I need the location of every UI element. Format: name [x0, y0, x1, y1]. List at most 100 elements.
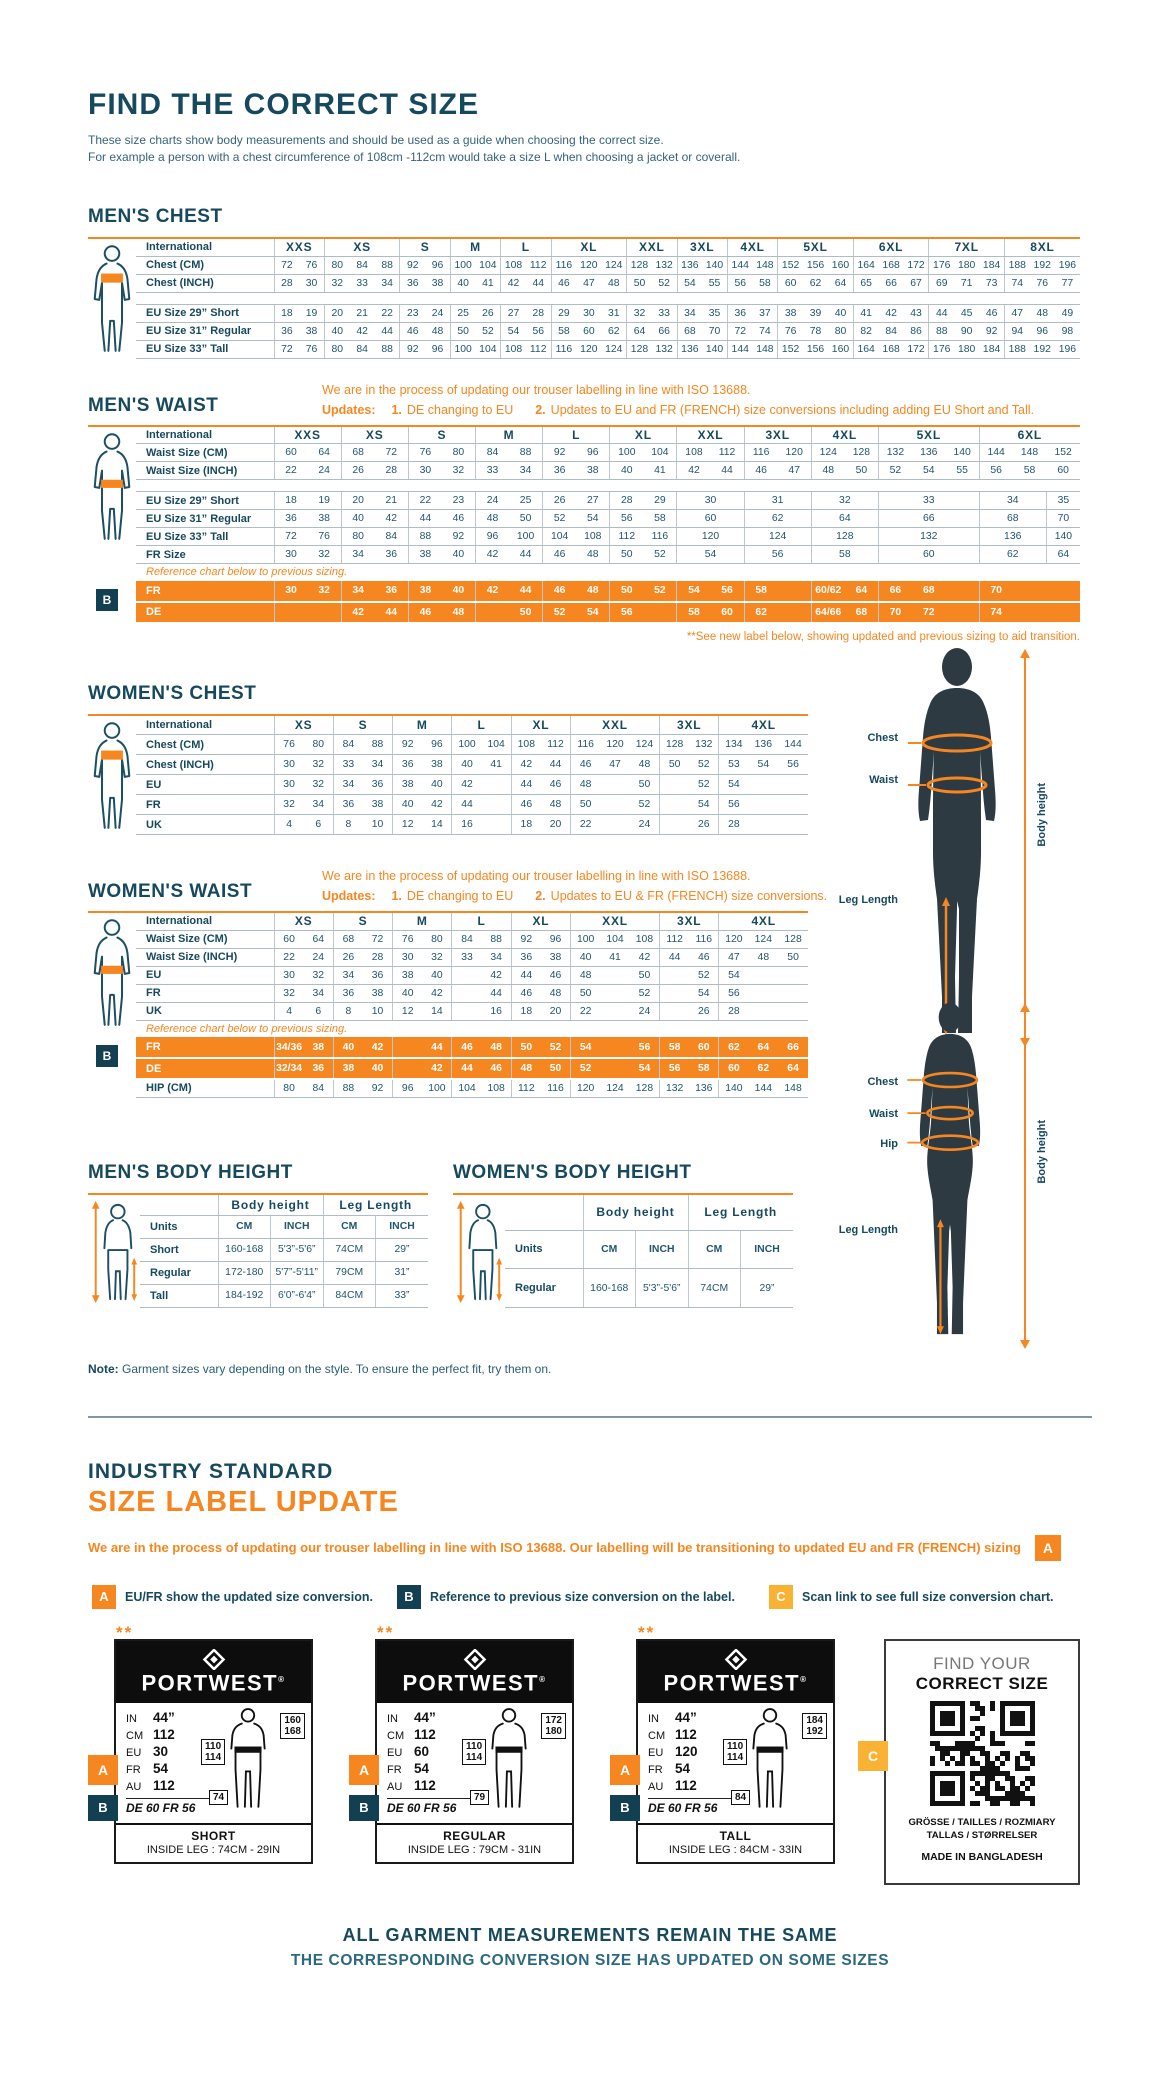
- size-value-cell: 42: [451, 774, 482, 795]
- size-group-header: M: [392, 912, 452, 931]
- size-value-cell: 54: [911, 461, 946, 480]
- womens-chest-heading: WOMEN'S CHEST: [88, 682, 257, 704]
- size-value-cell: 76: [392, 930, 423, 949]
- size-value-cell: 34: [332, 774, 363, 795]
- waist-label: Waist: [869, 774, 898, 786]
- subtitle-line-1: These size charts show body measurements…: [88, 133, 664, 147]
- size-value-cell: 54: [500, 322, 526, 341]
- size-value-cell: 34: [303, 984, 334, 1003]
- size-group-header: 4XL: [810, 425, 879, 444]
- size-value-cell: 54: [689, 794, 719, 815]
- size-value-cell: 76: [1029, 274, 1055, 293]
- size-value-cell: 50: [629, 966, 660, 985]
- size-value-cell: 92: [979, 322, 1005, 341]
- size-value-cell: 136: [676, 340, 703, 359]
- size-value-cell: 84: [332, 734, 363, 755]
- size-value-cell: 96: [425, 340, 451, 359]
- size-value-cell: [778, 774, 808, 795]
- row-label: Regular: [140, 1261, 218, 1285]
- size-value-cell: 50: [570, 794, 601, 815]
- size-value-cell: 36: [374, 545, 409, 564]
- waist-measure-box: 110 114: [201, 1738, 226, 1765]
- size-value-cell: 8: [332, 814, 363, 835]
- fit-name: SHORT: [191, 1828, 236, 1843]
- size-value-cell: 88: [509, 443, 543, 462]
- figure-height-outline: [91, 1200, 138, 1303]
- size-value-cell: 70: [702, 322, 728, 341]
- size-value-cell: [307, 601, 342, 624]
- table-header-row: Body height Leg Length: [453, 1193, 793, 1303]
- size-value-cell: 42: [422, 794, 452, 815]
- size-value-cell: 36: [303, 1058, 334, 1080]
- reference-note: Reference chart below to previous sizing…: [146, 566, 348, 579]
- industry-standard-heading: INDUSTRY STANDARD: [88, 1459, 334, 1483]
- size-value-cell: 64: [778, 1058, 808, 1080]
- size-value-cell: [659, 794, 690, 815]
- size-value-cell: 64: [748, 1037, 779, 1059]
- size-value-cell: 64: [828, 274, 854, 293]
- table-corner-label: International: [136, 238, 274, 257]
- size-value-cell: 128: [626, 256, 652, 275]
- size-value-cell: 42: [676, 461, 711, 480]
- size-value-cell: [600, 1058, 630, 1080]
- size-value-cell: 34: [676, 304, 703, 323]
- size-value-cell: 136: [911, 443, 946, 462]
- size-value-cell: 26: [689, 1002, 719, 1021]
- size-value-cell: 164: [852, 340, 879, 359]
- size-value-cell: 72: [726, 322, 753, 341]
- size-value-cell: 28: [273, 274, 300, 293]
- c-badge: C: [769, 1584, 793, 1609]
- table-row: Chest (INCH) 30 32 33 34 36 38 40 41 42 44 46 47 48 50…: [88, 754, 808, 775]
- size-value-cell: 44: [509, 580, 543, 603]
- size-value-cell: 144: [726, 256, 753, 275]
- size-value-cell: 18: [510, 814, 541, 835]
- size-value-cell: 62: [748, 1058, 779, 1080]
- size-value-cell: 124: [601, 256, 627, 275]
- size-value-cell: 42: [422, 984, 452, 1003]
- table-row: Short 160-168 5'3”-5'6” 74CM 29”: [88, 1238, 428, 1262]
- size-value-cell: 58: [689, 1058, 719, 1080]
- size-value-cell: 33”: [375, 1284, 428, 1309]
- size-value-cell: 4: [273, 814, 304, 835]
- size-value-cell: 36: [510, 948, 541, 967]
- card-figure-outline: [230, 1707, 266, 1808]
- size-value-cell: 38: [425, 274, 451, 293]
- height-measure-box: 184 192: [802, 1712, 827, 1739]
- size-value-cell: 30: [392, 948, 423, 967]
- size-value-cell: 98: [1054, 322, 1080, 341]
- row-label: FR: [136, 984, 274, 1003]
- size-group-header: 8XL: [1003, 238, 1080, 257]
- size-value-cell: [600, 794, 630, 815]
- size-value-cell: 50: [778, 948, 808, 967]
- subtitle-line-2: For example a person with a chest circum…: [88, 150, 741, 164]
- size-value-cell: 108: [500, 340, 526, 359]
- size-value-cell: 30: [407, 461, 442, 480]
- size-value-cell: 60: [689, 1037, 719, 1059]
- row-label: EU Size 29” Short: [136, 491, 274, 510]
- size-value-cell: 62: [802, 274, 829, 293]
- size-value-cell: 160-168: [582, 1268, 636, 1308]
- size-value-cell: 54: [718, 774, 749, 795]
- size-value-cell: 176: [928, 340, 955, 359]
- row-label: Chest (INCH): [136, 274, 274, 293]
- size-value-cell: 80: [340, 527, 375, 546]
- size-value-cell: 160-168: [217, 1238, 271, 1262]
- size-group-header: 3XL: [659, 912, 719, 931]
- size-value-cell: 46: [407, 601, 442, 624]
- row-label: Chest (CM): [136, 734, 274, 755]
- size-value-cell: 54: [570, 1037, 601, 1059]
- size-value-cell: 40: [449, 274, 476, 293]
- size-value-cell: 27: [500, 304, 526, 323]
- size-value-cell: 46: [510, 984, 541, 1003]
- size-value-cell: 68: [911, 580, 946, 603]
- size-value-cell: 112: [525, 256, 552, 275]
- size-value-cell: 82: [852, 322, 879, 341]
- size-value-cell: 44: [710, 461, 745, 480]
- row-label: UK: [136, 814, 274, 835]
- size-value-cell: 54: [676, 580, 711, 603]
- size-value-cell: 68: [676, 322, 703, 341]
- size-value-cell: 66: [651, 322, 677, 341]
- table-corner-label: International: [136, 425, 274, 444]
- size-value-cell: 192: [1029, 340, 1055, 359]
- size-value-cell: 46: [510, 794, 541, 815]
